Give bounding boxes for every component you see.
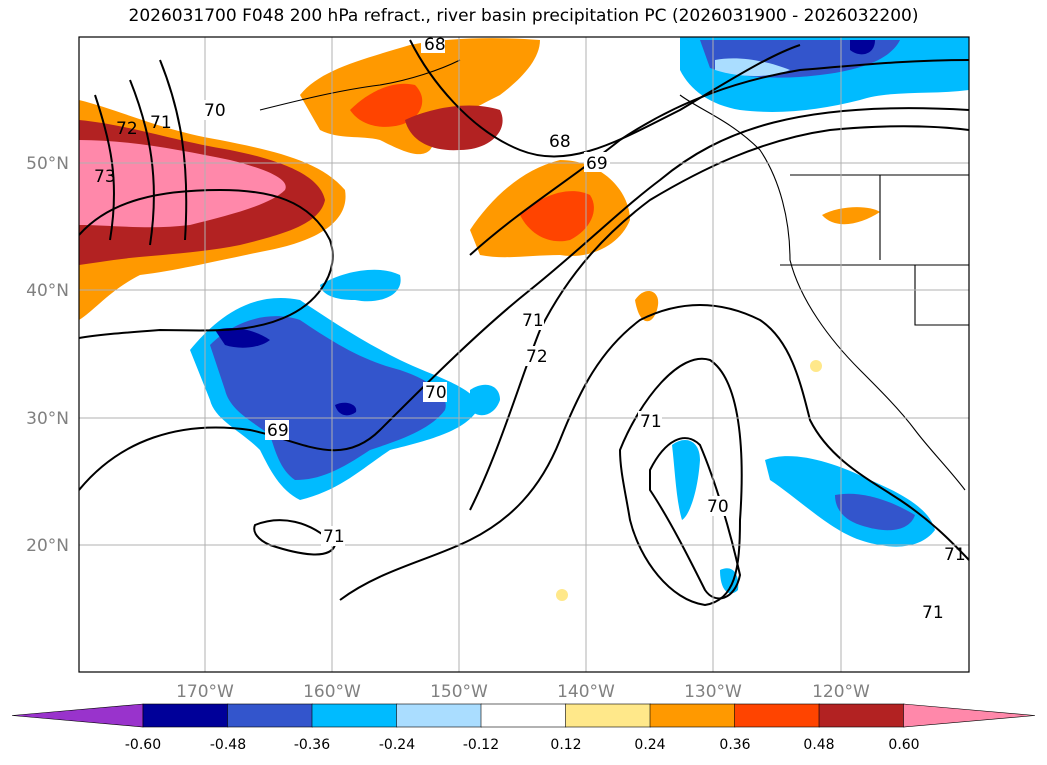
colorbar-extend-low [11,703,144,728]
contour-70-west [79,188,334,339]
lon-label-160w: 160°W [303,682,361,702]
contour-73 [94,94,115,241]
contour-71-west [159,59,188,241]
lat-label-20n: 20°N [26,536,69,556]
contour-69 [469,59,969,256]
lon-label-170w: 170°W [176,682,234,702]
lat-label-50n: 50°N [26,154,69,174]
colorbar-swatch [734,703,820,728]
anomaly-negative-central-core [215,328,270,348]
contour-label-71-east: 71 [944,545,966,565]
anomaly-negative-small [470,384,500,416]
lat-label-30n: 30°N [26,409,69,429]
anomaly-positive-dot-b [822,207,880,225]
contour-label-70-mid: 70 [425,383,447,403]
longitude-labels: 170°W 160°W 150°W 140°W 130°W 120°W [176,682,870,702]
contour-label-70-loop: 70 [707,497,729,517]
colorbar-extend-high [903,703,1036,728]
coastline-alaska [259,59,461,111]
contour-label-68-top: 68 [424,35,446,55]
anomaly-negative-central-core-b [335,402,357,416]
anomaly-negative-central-mid [210,316,446,480]
colorbar-tick-label: 0.12 [550,737,581,753]
map-title: 2026031700 F048 200 hPa refract., river … [128,6,919,26]
colorbar-tick-label: 0.24 [634,737,665,753]
coastline-north-america [679,94,966,491]
contour-label-73: 73 [94,167,116,187]
colorbar-swatch [142,703,229,728]
lon-label-150w: 150°W [430,682,488,702]
colorbar-swatch [565,703,651,728]
contour-label-71-southeast: 71 [922,603,944,623]
anomaly-positive-dot-c [556,589,568,601]
colorbar-swatch [649,703,736,728]
anomaly-positive-west-core [79,140,286,228]
colorbar-tick-labels: -0.60 -0.48 -0.36 -0.24 -0.12 0.12 0.24 … [125,737,920,753]
colorbar-swatch [818,703,905,728]
map-gridlines [79,37,969,672]
contour-label-69-south: 69 [267,421,289,441]
contour-label-71-loop: 71 [640,412,662,432]
contour-label-group: 68 68 69 70 70 71 72 69 71 70 71 73 72 7… [94,35,966,623]
lat-label-40n: 40°N [26,281,69,301]
anomaly-negative-southeast-dark [835,493,915,531]
latitude-labels: 50°N 40°N 30°N 20°N [26,154,69,556]
colorbar-swatch [480,703,567,728]
colorbar-tick-label: 0.60 [888,737,919,753]
anomaly-negative-subtropical [672,440,700,520]
contour-label-68: 68 [549,132,571,152]
colorbar-swatches [11,703,1036,728]
colorbar-tick-label: -0.24 [379,737,415,753]
contour-label-71-center: 71 [522,311,544,331]
contour-72 [469,125,969,511]
colorbar-tick-label: 0.36 [719,737,750,753]
state-border-d [914,265,969,326]
contour-label-72-center: 72 [526,347,548,367]
anomaly-positive-north-red [350,83,423,127]
contour-71-loop [618,357,743,607]
contour-label-70-north: 70 [204,101,226,121]
contour-label-71-west: 71 [150,113,172,133]
contour-label-72-west: 72 [116,119,138,139]
contour-label-71-south: 71 [323,527,345,547]
contour-70-south [339,304,969,601]
contour-70-loop [649,437,742,600]
colorbar-swatch [311,703,398,728]
anomaly-negative-north-patch [320,269,401,302]
contour-68 [409,39,801,158]
contour-71 [79,107,969,491]
anomaly-positive-center-red [520,191,594,242]
colorbar-swatch [396,703,482,728]
anomaly-negative-small-b [720,568,739,594]
contour-label-69: 69 [586,154,608,174]
map-frame [78,36,970,673]
colorbar-tick-label: -0.60 [125,737,161,753]
coastlines [259,59,969,491]
contour-72-west [129,79,155,246]
lon-label-140w: 140°W [557,682,615,702]
refractivity-contours [79,39,969,607]
colorbar-tick-label: 0.48 [803,737,834,753]
anomaly-negative-northeast-core [850,40,875,55]
colorbar-tick-label: -0.48 [210,737,246,753]
lon-label-130w: 130°W [684,682,742,702]
colorbar-swatch [227,703,313,728]
colorbar-tick-label: -0.36 [294,737,330,753]
lon-label-120w: 120°W [812,682,870,702]
colorbar: -0.60 -0.48 -0.36 -0.24 -0.12 0.12 0.24 … [11,703,1036,753]
contour-71-south [253,519,337,556]
anomaly-positive-dot-d [810,360,822,372]
colorbar-tick-label: -0.12 [463,737,499,753]
precip-fill-layer [79,37,969,607]
anomaly-positive-north-dark [405,105,503,151]
